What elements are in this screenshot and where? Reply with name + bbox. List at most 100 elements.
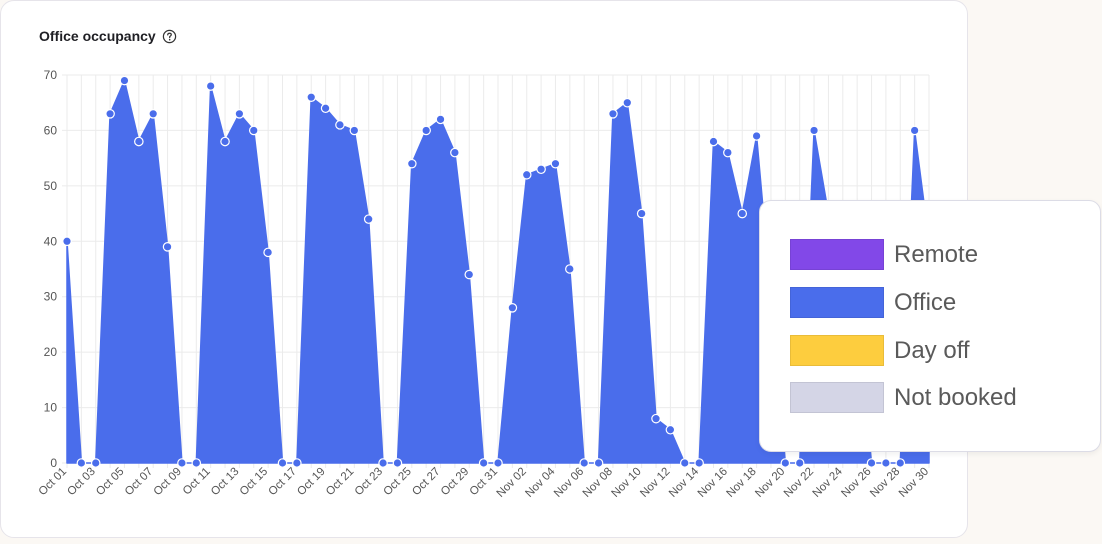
office-point xyxy=(521,169,532,180)
y-axis-ticks: 0 10 20 30 40 50 60 70 xyxy=(44,68,58,470)
y-tick-label: 0 xyxy=(50,456,57,470)
office-point xyxy=(593,458,604,468)
x-tick-label: Oct 15 xyxy=(238,466,270,498)
office-point xyxy=(751,131,762,141)
office-point xyxy=(866,458,877,468)
x-tick-label: Nov 04 xyxy=(523,465,558,500)
x-tick-label: Oct 05 xyxy=(94,466,126,498)
x-tick-label: Oct 29 xyxy=(439,466,471,498)
legend-label-notbooked: Not booked xyxy=(894,383,1017,411)
office-point xyxy=(895,458,906,468)
legend-label-office: Office xyxy=(894,288,957,316)
x-tick-label: Nov 20 xyxy=(753,466,787,500)
office-point xyxy=(378,458,388,468)
office-point xyxy=(478,458,489,468)
x-tick-label: Nov 16 xyxy=(696,466,730,500)
office-point xyxy=(177,458,187,468)
y-tick-label: 30 xyxy=(44,290,58,304)
office-point xyxy=(608,109,618,119)
office-point xyxy=(651,413,661,424)
legend-item-notbooked[interactable]: Not booked xyxy=(790,382,1017,413)
x-tick-label: Nov 02 xyxy=(495,466,529,500)
office-point xyxy=(737,208,748,219)
x-tick-label: Nov 30 xyxy=(897,466,931,500)
office-point xyxy=(234,109,245,119)
office-point xyxy=(780,458,791,468)
legend-swatch-dayoff xyxy=(790,335,884,366)
office-point xyxy=(134,136,144,147)
x-tick-label: Oct 03 xyxy=(65,466,97,498)
y-tick-label: 60 xyxy=(44,123,58,137)
office-point xyxy=(636,208,647,219)
office-point xyxy=(363,214,374,224)
legend-swatch-notbooked xyxy=(790,382,884,413)
office-point xyxy=(679,458,690,468)
office-point xyxy=(435,114,446,125)
y-tick-label: 50 xyxy=(44,179,58,193)
x-tick-label: Oct 19 xyxy=(295,466,327,498)
office-point xyxy=(191,458,202,468)
x-tick-label: Nov 06 xyxy=(552,466,586,500)
office-point xyxy=(263,247,273,258)
office-point xyxy=(694,458,704,468)
y-tick-label: 20 xyxy=(44,345,58,359)
office-point xyxy=(76,458,87,468)
x-tick-label: Nov 08 xyxy=(581,466,615,500)
office-point xyxy=(550,158,561,169)
office-point xyxy=(493,458,503,468)
office-point xyxy=(392,458,403,468)
office-point xyxy=(450,147,460,158)
office-point xyxy=(507,302,518,313)
office-point xyxy=(119,75,130,86)
chart-title: Office occupancy xyxy=(39,28,156,44)
office-point xyxy=(794,458,805,468)
legend-popup: Remote Office Day off Not booked xyxy=(759,200,1101,452)
office-point xyxy=(909,125,920,136)
x-tick-label: Oct 13 xyxy=(209,466,241,498)
office-point xyxy=(665,424,676,435)
office-point xyxy=(205,81,216,91)
x-tick-label: Oct 17 xyxy=(267,466,299,498)
y-tick-label: 10 xyxy=(44,401,58,415)
office-point xyxy=(162,242,173,252)
x-tick-label: Oct 27 xyxy=(410,466,442,498)
office-point xyxy=(148,109,158,119)
office-point xyxy=(248,125,259,136)
office-points xyxy=(62,75,934,468)
legend-item-remote[interactable]: Remote xyxy=(790,239,978,270)
office-point xyxy=(809,125,819,136)
office-point xyxy=(277,458,288,468)
office-point xyxy=(90,458,101,468)
office-point xyxy=(320,103,331,114)
office-point xyxy=(579,458,589,468)
question-circle-icon[interactable] xyxy=(162,29,177,44)
title-row: Office occupancy xyxy=(39,28,177,44)
x-tick-label: Oct 11 xyxy=(181,466,213,498)
office-point xyxy=(565,264,575,274)
x-tick-label: Nov 10 xyxy=(610,466,644,500)
office-point xyxy=(723,147,733,158)
legend-item-dayoff[interactable]: Day off xyxy=(790,335,970,366)
office-point xyxy=(335,120,345,130)
y-tick-label: 70 xyxy=(44,68,58,82)
x-tick-label: Nov 18 xyxy=(724,466,758,500)
legend-label-dayoff: Day off xyxy=(894,336,970,364)
x-tick-label: Oct 01 xyxy=(37,466,69,498)
legend-item-office[interactable]: Office xyxy=(790,287,956,318)
office-point xyxy=(464,269,475,280)
office-point xyxy=(421,125,431,136)
office-point xyxy=(622,97,633,108)
office-point xyxy=(62,236,72,247)
x-tick-label: Oct 21 xyxy=(324,466,356,498)
x-tick-label: Nov 14 xyxy=(667,465,702,500)
office-point xyxy=(105,109,115,119)
x-tick-label: Nov 26 xyxy=(839,466,873,500)
legend-swatch-office xyxy=(790,287,884,318)
office-point xyxy=(536,164,546,175)
y-tick-label: 40 xyxy=(44,234,58,248)
x-tick-label: Oct 23 xyxy=(353,466,385,498)
office-point xyxy=(306,92,317,102)
x-tick-label: Oct 09 xyxy=(152,466,184,498)
